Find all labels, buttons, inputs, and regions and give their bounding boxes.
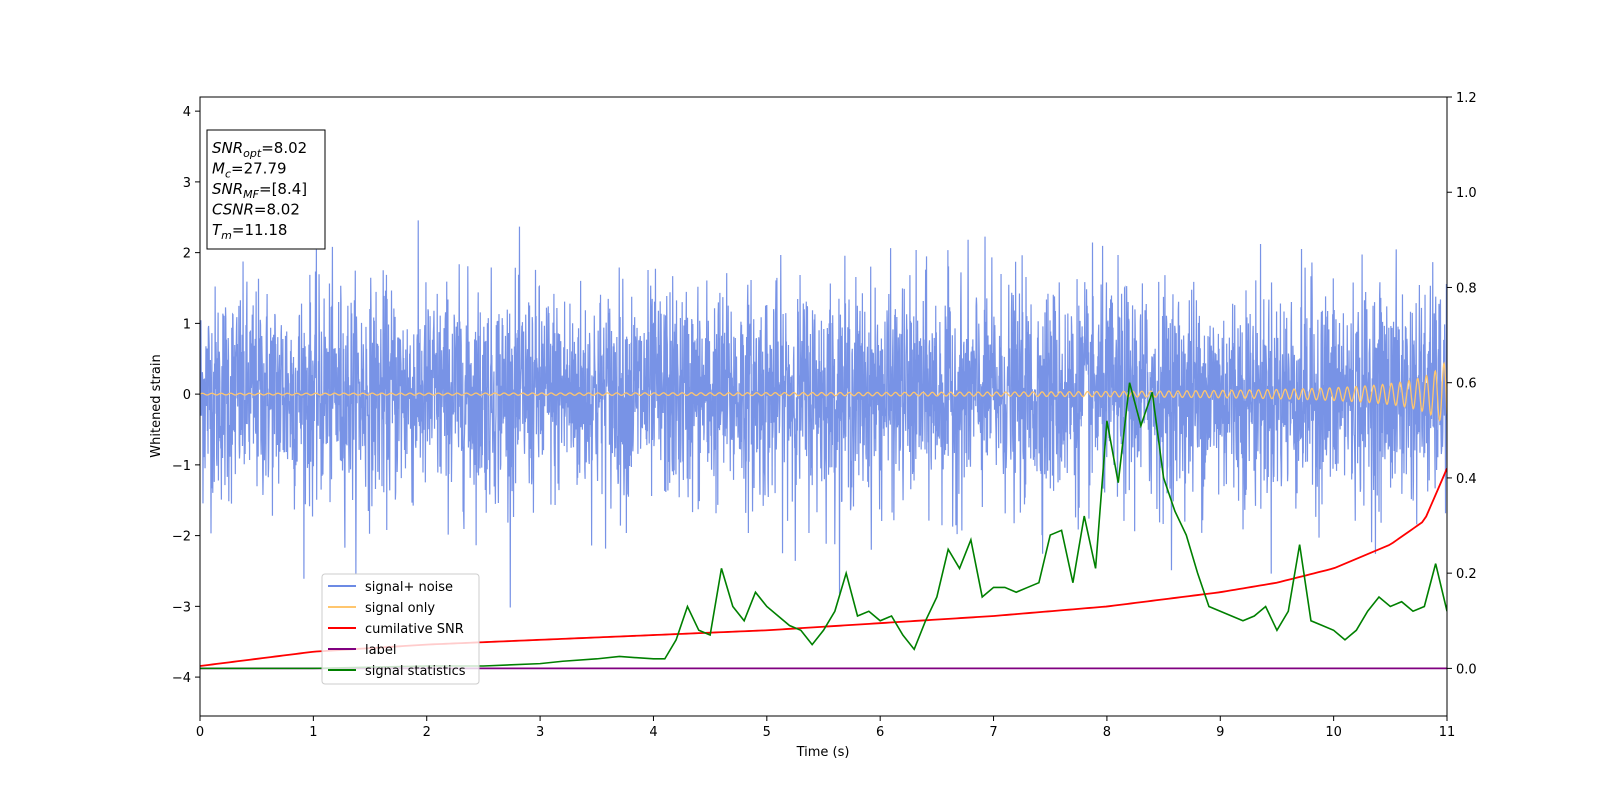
x-tick-label: 8 (1103, 725, 1111, 740)
legend-label: signal+ noise (365, 580, 453, 595)
y-left-tick-label: −1 (172, 459, 191, 474)
series-signal-noise (200, 220, 1447, 608)
y-left-tick-label: 1 (183, 317, 191, 332)
legend-label: label (365, 643, 396, 658)
y-right-tick-label: 0.4 (1456, 472, 1477, 487)
legend-label: signal statistics (365, 664, 466, 679)
y-right-tick-label: 0.8 (1456, 281, 1477, 296)
series-signal-statistics (200, 382, 1447, 670)
x-tick-label: 11 (1439, 725, 1456, 740)
y-left-tick-label: 0 (183, 388, 191, 403)
x-tick-label: 5 (763, 725, 771, 740)
x-tick-label: 3 (536, 725, 544, 740)
y-left-tick-label: −4 (172, 671, 191, 686)
series-signal-only (200, 361, 1447, 422)
info-line: Tm=11.18 (212, 221, 287, 242)
y-left-tick-label: 4 (183, 105, 191, 120)
plot-frame (199, 96, 1448, 717)
y-right-tick-label: 1.0 (1456, 186, 1477, 201)
y-right-tick-label: 0.0 (1456, 662, 1477, 677)
y-left-tick-label: −3 (172, 600, 191, 615)
x-tick-label: 0 (196, 725, 204, 740)
x-tick-label: 7 (989, 725, 997, 740)
y-axis-left: 4 3 2 1 0 −1 −2 −3 −4 (172, 105, 200, 686)
y-axis-right: 0.0 0.2 0.4 0.6 0.8 1.0 1.2 (1447, 91, 1477, 677)
info-line: SNRMF=[8.4] (212, 180, 307, 201)
x-tick-label: 1 (309, 725, 317, 740)
legend-label: cumilative SNR (365, 622, 464, 637)
y-left-tick-label: 2 (183, 247, 191, 262)
info-line: Mc=27.79 (212, 160, 287, 181)
x-axis: 0 1 2 3 4 5 6 7 8 9 10 11 (196, 716, 1455, 740)
y-right-tick-label: 1.2 (1456, 91, 1477, 106)
y-axis-label: Whitened strain (149, 354, 164, 457)
x-tick-label: 2 (423, 725, 431, 740)
legend: signal+ noise signal only cumilative SNR la… (321, 573, 480, 685)
x-axis-label: Time (s) (796, 745, 850, 760)
info-box-frame (206, 129, 326, 250)
y-left-tick-label: 3 (183, 176, 191, 191)
y-right-tick-label: 0.6 (1456, 377, 1477, 392)
legend-label: signal only (365, 601, 435, 616)
x-tick-label: 6 (876, 725, 884, 740)
x-tick-label: 9 (1216, 725, 1224, 740)
x-tick-label: 10 (1325, 725, 1342, 740)
y-left-tick-label: −2 (172, 530, 191, 545)
y-right-tick-label: 0.2 (1456, 567, 1477, 582)
x-tick-label: 4 (649, 725, 657, 740)
info-line: CSNR=8.02 (212, 201, 300, 219)
legend-frame (321, 573, 480, 685)
info-line: SNRopt=8.02 (212, 139, 307, 160)
